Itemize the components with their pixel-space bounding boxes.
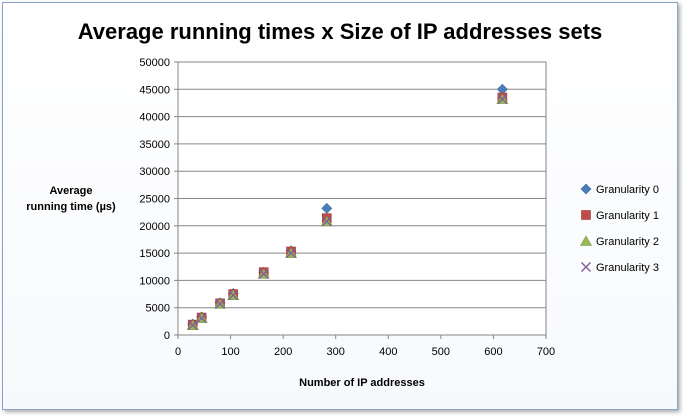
y-tick-label: 10000 — [139, 275, 170, 287]
y-tick-label: 30000 — [139, 166, 170, 178]
x-marker-stroke — [497, 94, 508, 105]
x-marker-stroke — [258, 268, 269, 279]
y-tick-label: 5000 — [146, 303, 170, 315]
legend-item: Granularity 1 — [581, 210, 659, 222]
chart-frame: Average running times x Size of IP addre… — [2, 2, 678, 410]
x-marker-stroke — [196, 313, 207, 324]
legend-label: Granularity 3 — [596, 262, 659, 274]
y-tick-label: 50000 — [139, 57, 170, 69]
data-point — [187, 320, 198, 331]
data-point — [497, 94, 508, 105]
y-axis-title-line-1: Average — [49, 185, 92, 197]
x-marker-stroke — [286, 248, 297, 259]
x-tick-label: 0 — [175, 346, 181, 358]
x-marker-stroke — [187, 320, 198, 331]
x-tick-label: 300 — [327, 346, 345, 358]
legend-marker — [581, 210, 591, 220]
data-point — [286, 248, 297, 259]
x-marker-stroke — [581, 262, 591, 272]
plot-border — [177, 61, 547, 336]
legend-marker — [581, 262, 591, 272]
legend-item: Granularity 2 — [579, 235, 659, 248]
legend-label: Granularity 2 — [596, 236, 659, 248]
y-tick-label: 25000 — [139, 194, 170, 206]
data-point — [228, 290, 239, 301]
data-point — [321, 202, 333, 214]
y-tick-label: 35000 — [139, 139, 170, 151]
x-marker-stroke — [321, 216, 332, 227]
legend: Granularity 0 Granularity 1 Granularity 2 G… — [579, 183, 659, 274]
x-marker-stroke — [228, 290, 239, 301]
legend-item: Granularity 3 — [581, 262, 659, 274]
x-tick-label: 500 — [432, 346, 450, 358]
y-tick-label: 15000 — [139, 248, 170, 260]
plot-area: 0500010000150002000025000300003500040000… — [139, 57, 555, 358]
y-tick-label: 45000 — [139, 84, 170, 96]
legend-item: Granularity 0 — [580, 183, 659, 196]
data-point — [258, 268, 269, 279]
legend-label: Granularity 0 — [596, 184, 659, 196]
legend-marker — [579, 235, 593, 246]
x-tick-label: 600 — [484, 346, 502, 358]
chart-title: Average running times x Size of IP addre… — [78, 19, 603, 44]
data-point — [196, 313, 207, 324]
chart-svg: Average running times x Size of IP addre… — [26, 19, 659, 389]
x-tick-label: 100 — [221, 346, 239, 358]
y-axis-title-line-2: running time (µs) — [26, 201, 116, 213]
x-tick-label: 200 — [274, 346, 292, 358]
x-marker-stroke — [215, 298, 226, 309]
series-3 — [187, 94, 508, 331]
legend-label: Granularity 1 — [596, 210, 659, 222]
x-tick-label: 700 — [537, 346, 555, 358]
data-point — [321, 216, 332, 227]
data-point — [215, 298, 226, 309]
y-tick-label: 40000 — [139, 112, 170, 124]
x-tick-label: 400 — [379, 346, 397, 358]
y-tick-label: 0 — [164, 330, 170, 342]
y-tick-label: 20000 — [139, 221, 170, 233]
x-axis-title: Number of IP addresses — [299, 377, 425, 389]
legend-marker — [580, 183, 592, 195]
